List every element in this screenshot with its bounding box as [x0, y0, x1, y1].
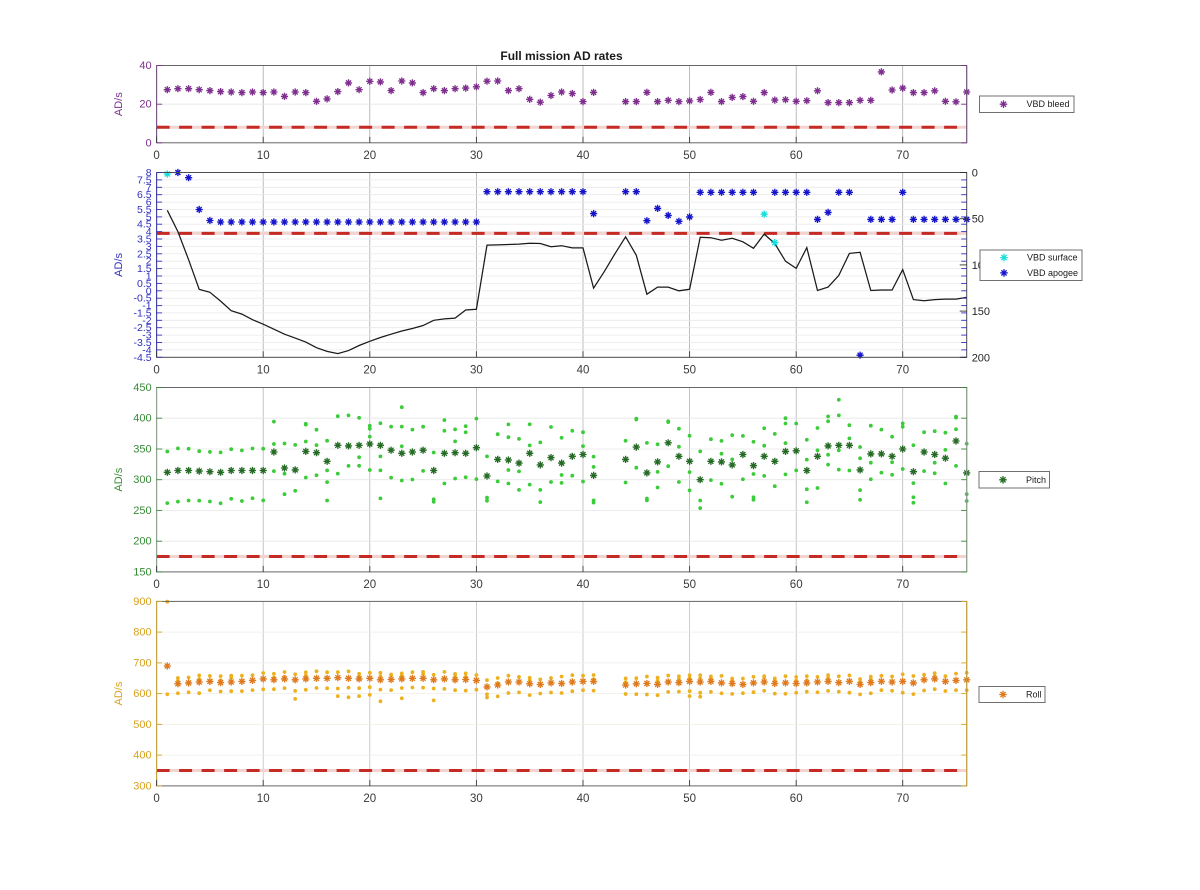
svg-text:40: 40 [577, 364, 590, 376]
svg-text:-4.5: -4.5 [134, 352, 152, 364]
svg-text:250: 250 [133, 505, 151, 517]
svg-text:VBD apogee: VBD apogee [1027, 268, 1078, 278]
svg-text:0: 0 [145, 137, 151, 149]
svg-text:30: 30 [470, 364, 483, 376]
svg-text:6.5: 6.5 [137, 189, 152, 201]
svg-text:20: 20 [363, 579, 376, 591]
svg-text:30: 30 [470, 150, 483, 162]
svg-text:50: 50 [972, 214, 984, 226]
svg-text:700: 700 [133, 657, 151, 669]
svg-text:AD/s: AD/s [113, 467, 125, 491]
svg-text:60: 60 [790, 364, 803, 376]
svg-text:4.5: 4.5 [137, 219, 152, 231]
svg-text:AD/s: AD/s [113, 92, 125, 116]
svg-text:70: 70 [896, 579, 909, 591]
svg-text:30: 30 [470, 579, 483, 591]
svg-text:-2: -2 [142, 315, 151, 327]
svg-text:40: 40 [577, 579, 590, 591]
svg-text:0: 0 [972, 168, 978, 180]
svg-text:10: 10 [257, 364, 270, 376]
svg-text:7: 7 [146, 182, 152, 194]
svg-text:-1.5: -1.5 [134, 307, 152, 319]
svg-text:7.5: 7.5 [137, 174, 152, 186]
svg-text:0: 0 [153, 793, 159, 805]
svg-text:200: 200 [133, 536, 151, 548]
svg-text:20: 20 [363, 793, 376, 805]
svg-text:8: 8 [146, 167, 152, 179]
svg-text:-2.5: -2.5 [134, 322, 152, 334]
svg-text:40: 40 [577, 150, 590, 162]
svg-text:70: 70 [896, 150, 909, 162]
svg-text:50: 50 [683, 793, 696, 805]
svg-text:20: 20 [363, 150, 376, 162]
svg-text:40: 40 [139, 60, 151, 72]
svg-text:10: 10 [257, 793, 270, 805]
svg-text:AD/s: AD/s [113, 252, 125, 276]
svg-text:3: 3 [146, 241, 152, 253]
svg-text:0: 0 [146, 285, 152, 297]
svg-text:0: 0 [153, 579, 159, 591]
svg-text:20: 20 [363, 364, 376, 376]
svg-text:Full mission AD rates: Full mission AD rates [500, 49, 623, 63]
svg-text:20: 20 [139, 99, 151, 111]
svg-text:Pitch: Pitch [1026, 475, 1046, 485]
svg-text:-3.5: -3.5 [134, 337, 152, 349]
svg-text:150: 150 [133, 566, 151, 578]
svg-text:1.5: 1.5 [137, 263, 152, 275]
svg-text:1: 1 [146, 271, 152, 283]
svg-text:0: 0 [153, 150, 159, 162]
svg-text:800: 800 [133, 627, 151, 639]
svg-text:2: 2 [146, 256, 152, 268]
svg-text:50: 50 [683, 364, 696, 376]
svg-text:4: 4 [146, 226, 152, 238]
svg-text:5.5: 5.5 [137, 204, 152, 216]
svg-text:450: 450 [133, 382, 151, 394]
svg-text:70: 70 [896, 793, 909, 805]
svg-text:200: 200 [972, 352, 990, 364]
svg-text:600: 600 [133, 688, 151, 700]
svg-text:70: 70 [896, 364, 909, 376]
svg-text:300: 300 [133, 780, 151, 792]
svg-text:60: 60 [790, 579, 803, 591]
svg-text:50: 50 [683, 579, 696, 591]
svg-text:350: 350 [133, 444, 151, 456]
svg-text:VBD surface: VBD surface [1027, 253, 1078, 263]
svg-text:-4: -4 [142, 344, 151, 356]
svg-text:400: 400 [133, 750, 151, 762]
svg-text:10: 10 [257, 150, 270, 162]
svg-text:-3: -3 [142, 330, 151, 342]
svg-text:150: 150 [972, 306, 990, 318]
svg-text:-0.5: -0.5 [134, 293, 152, 305]
svg-text:-1: -1 [142, 300, 151, 312]
svg-text:60: 60 [790, 150, 803, 162]
svg-text:500: 500 [133, 719, 151, 731]
svg-text:60: 60 [790, 793, 803, 805]
svg-text:400: 400 [133, 413, 151, 425]
svg-text:Roll: Roll [1026, 690, 1042, 700]
svg-text:30: 30 [470, 793, 483, 805]
svg-text:0.5: 0.5 [137, 278, 152, 290]
svg-text:50: 50 [683, 150, 696, 162]
svg-text:AD/s: AD/s [113, 681, 125, 705]
svg-text:40: 40 [577, 793, 590, 805]
svg-text:900: 900 [133, 596, 151, 608]
svg-text:5: 5 [146, 211, 152, 223]
svg-text:VBD bleed: VBD bleed [1027, 99, 1070, 109]
svg-text:10: 10 [257, 579, 270, 591]
svg-text:0: 0 [153, 364, 159, 376]
svg-text:300: 300 [133, 474, 151, 486]
svg-text:6: 6 [146, 197, 152, 209]
svg-text:2.5: 2.5 [137, 248, 152, 260]
svg-text:3.5: 3.5 [137, 234, 152, 246]
